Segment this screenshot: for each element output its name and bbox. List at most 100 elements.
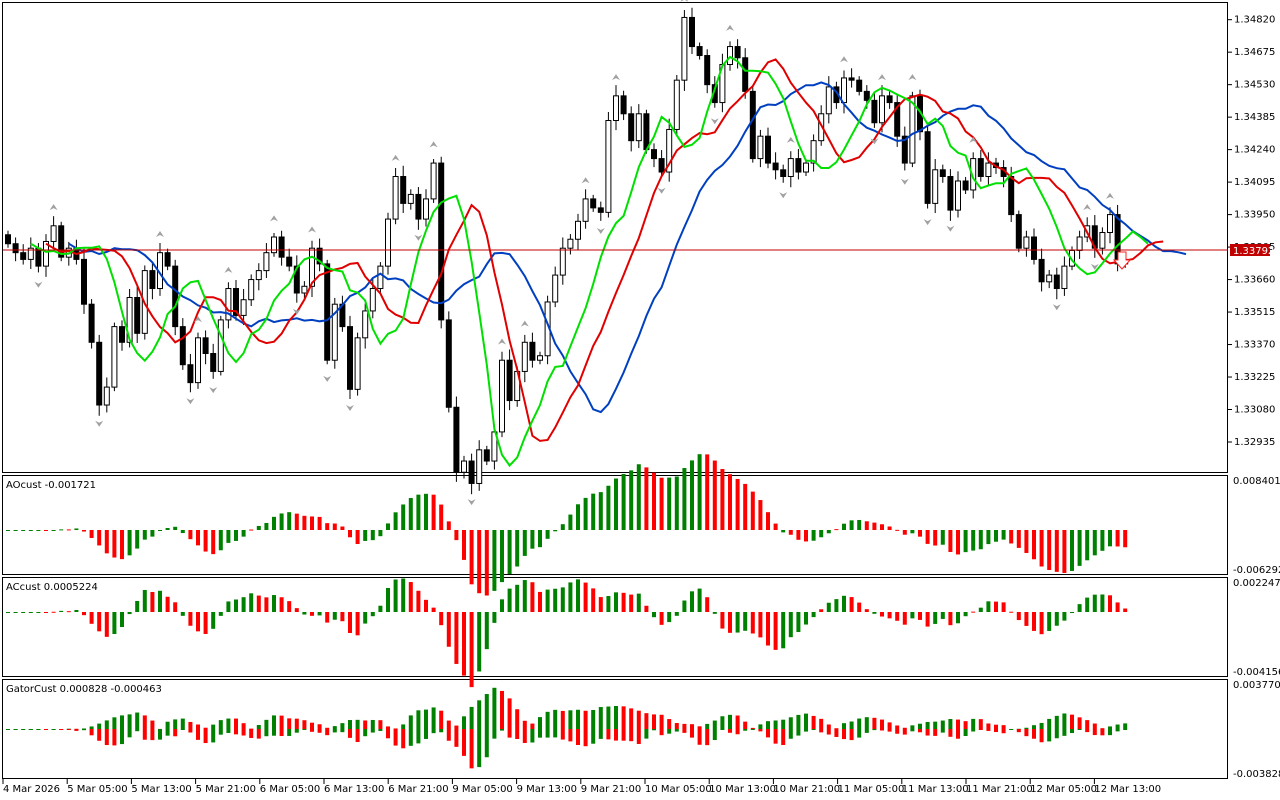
candle-body — [331, 303, 338, 361]
histogram-bar — [766, 721, 770, 729]
histogram-bar — [652, 472, 656, 530]
histogram-bar — [446, 521, 451, 530]
fractal-down-icon — [95, 420, 104, 427]
candle-body — [468, 460, 475, 484]
histogram-bar — [697, 454, 702, 530]
current-price-label: 1.33792 — [1233, 246, 1274, 257]
histogram-bar — [910, 725, 915, 729]
histogram-bar — [424, 709, 428, 729]
histogram-bar — [583, 582, 588, 612]
histogram-bar — [826, 729, 831, 735]
fractal-down-icon — [923, 219, 932, 226]
histogram-bar — [264, 719, 269, 729]
histogram-bar — [256, 525, 261, 530]
histogram-bar — [492, 687, 497, 729]
time-tick-label: 9 Mar 05:00 — [452, 784, 512, 795]
histogram-bar — [1092, 723, 1097, 729]
histogram-bar — [241, 530, 246, 537]
histogram-bar — [340, 612, 345, 622]
candle-body — [27, 247, 34, 260]
candle-body — [962, 180, 969, 191]
candle-body — [483, 449, 490, 462]
fractal-up-icon — [581, 177, 590, 184]
fractal-down-icon — [946, 225, 955, 232]
histogram-bar — [971, 718, 976, 729]
histogram-bar — [948, 719, 953, 729]
candle-body — [58, 225, 65, 258]
histogram-bar — [51, 611, 56, 613]
histogram-bar — [386, 726, 390, 729]
histogram-bar — [1032, 612, 1036, 631]
histogram-bar — [279, 597, 284, 612]
histogram-bar — [644, 729, 649, 739]
histogram-bar — [59, 729, 64, 730]
histogram-bar — [1070, 530, 1074, 571]
histogram-bar — [196, 612, 200, 632]
histogram-bar — [735, 729, 740, 735]
histogram-bar — [1070, 714, 1074, 729]
histogram-bar — [682, 600, 687, 612]
histogram-bar — [880, 524, 884, 530]
main-price-panel[interactable] — [2, 2, 1228, 473]
histogram-bar — [264, 522, 269, 530]
histogram-bar — [203, 530, 208, 552]
histogram-bar — [560, 587, 565, 612]
histogram-bar — [1123, 723, 1128, 729]
fractal-up-icon — [612, 74, 620, 81]
price-tick-label: 1.33225 — [1234, 372, 1275, 383]
histogram-bar — [272, 715, 276, 729]
histogram-bar — [773, 523, 778, 530]
histogram-bar — [196, 724, 200, 729]
histogram-bar — [963, 612, 968, 617]
candle-body — [461, 460, 467, 473]
histogram-bar — [1001, 602, 1006, 612]
histogram-bar — [804, 612, 808, 625]
histogram-bar — [1024, 729, 1029, 737]
histogram-bar — [902, 612, 907, 625]
time-tick-label: 4 Mar 2026 — [3, 784, 60, 795]
histogram-bar — [705, 723, 710, 729]
histogram-bar — [720, 729, 725, 730]
histogram-bar — [59, 610, 64, 612]
histogram-bar — [127, 612, 132, 615]
histogram-bar — [614, 705, 618, 729]
histogram-bar — [127, 714, 132, 729]
histogram-bar — [1108, 530, 1112, 547]
histogram-bar — [272, 595, 276, 612]
histogram-bar — [986, 723, 991, 729]
histogram-bar — [583, 729, 588, 747]
histogram-bar — [986, 530, 991, 545]
candle-body — [240, 299, 247, 316]
histogram-bar — [158, 729, 162, 740]
histogram-bar — [530, 723, 535, 729]
histogram-bar — [469, 612, 474, 688]
histogram-bar — [28, 530, 33, 531]
time-tick-label: 9 Mar 13:00 — [517, 784, 577, 795]
histogram-bar — [393, 728, 398, 730]
fractal-down-icon — [414, 234, 423, 241]
histogram-bar — [97, 530, 102, 546]
candle-body — [810, 140, 817, 164]
candle-body — [369, 288, 376, 312]
histogram-bar — [750, 612, 755, 634]
histogram-bar — [104, 612, 109, 637]
candle-body — [385, 218, 391, 267]
histogram-bar — [173, 719, 178, 729]
histogram-bar — [849, 729, 854, 741]
histogram-bar — [1009, 530, 1014, 544]
histogram-bar — [74, 610, 79, 612]
time-tick-label: 5 Mar 05:00 — [67, 784, 127, 795]
histogram-bar — [560, 710, 565, 729]
histogram-bar — [576, 504, 580, 530]
histogram-bar — [218, 612, 223, 616]
histogram-bar — [89, 729, 94, 736]
ac-histogram — [6, 578, 1128, 688]
histogram-bar — [1024, 727, 1029, 729]
histogram-bar — [591, 588, 596, 612]
histogram-bar — [218, 720, 223, 729]
histogram-bar — [1016, 612, 1021, 621]
histogram-bar — [705, 729, 710, 746]
alligator-lips-line — [30, 55, 1149, 468]
histogram-bar — [66, 729, 71, 730]
